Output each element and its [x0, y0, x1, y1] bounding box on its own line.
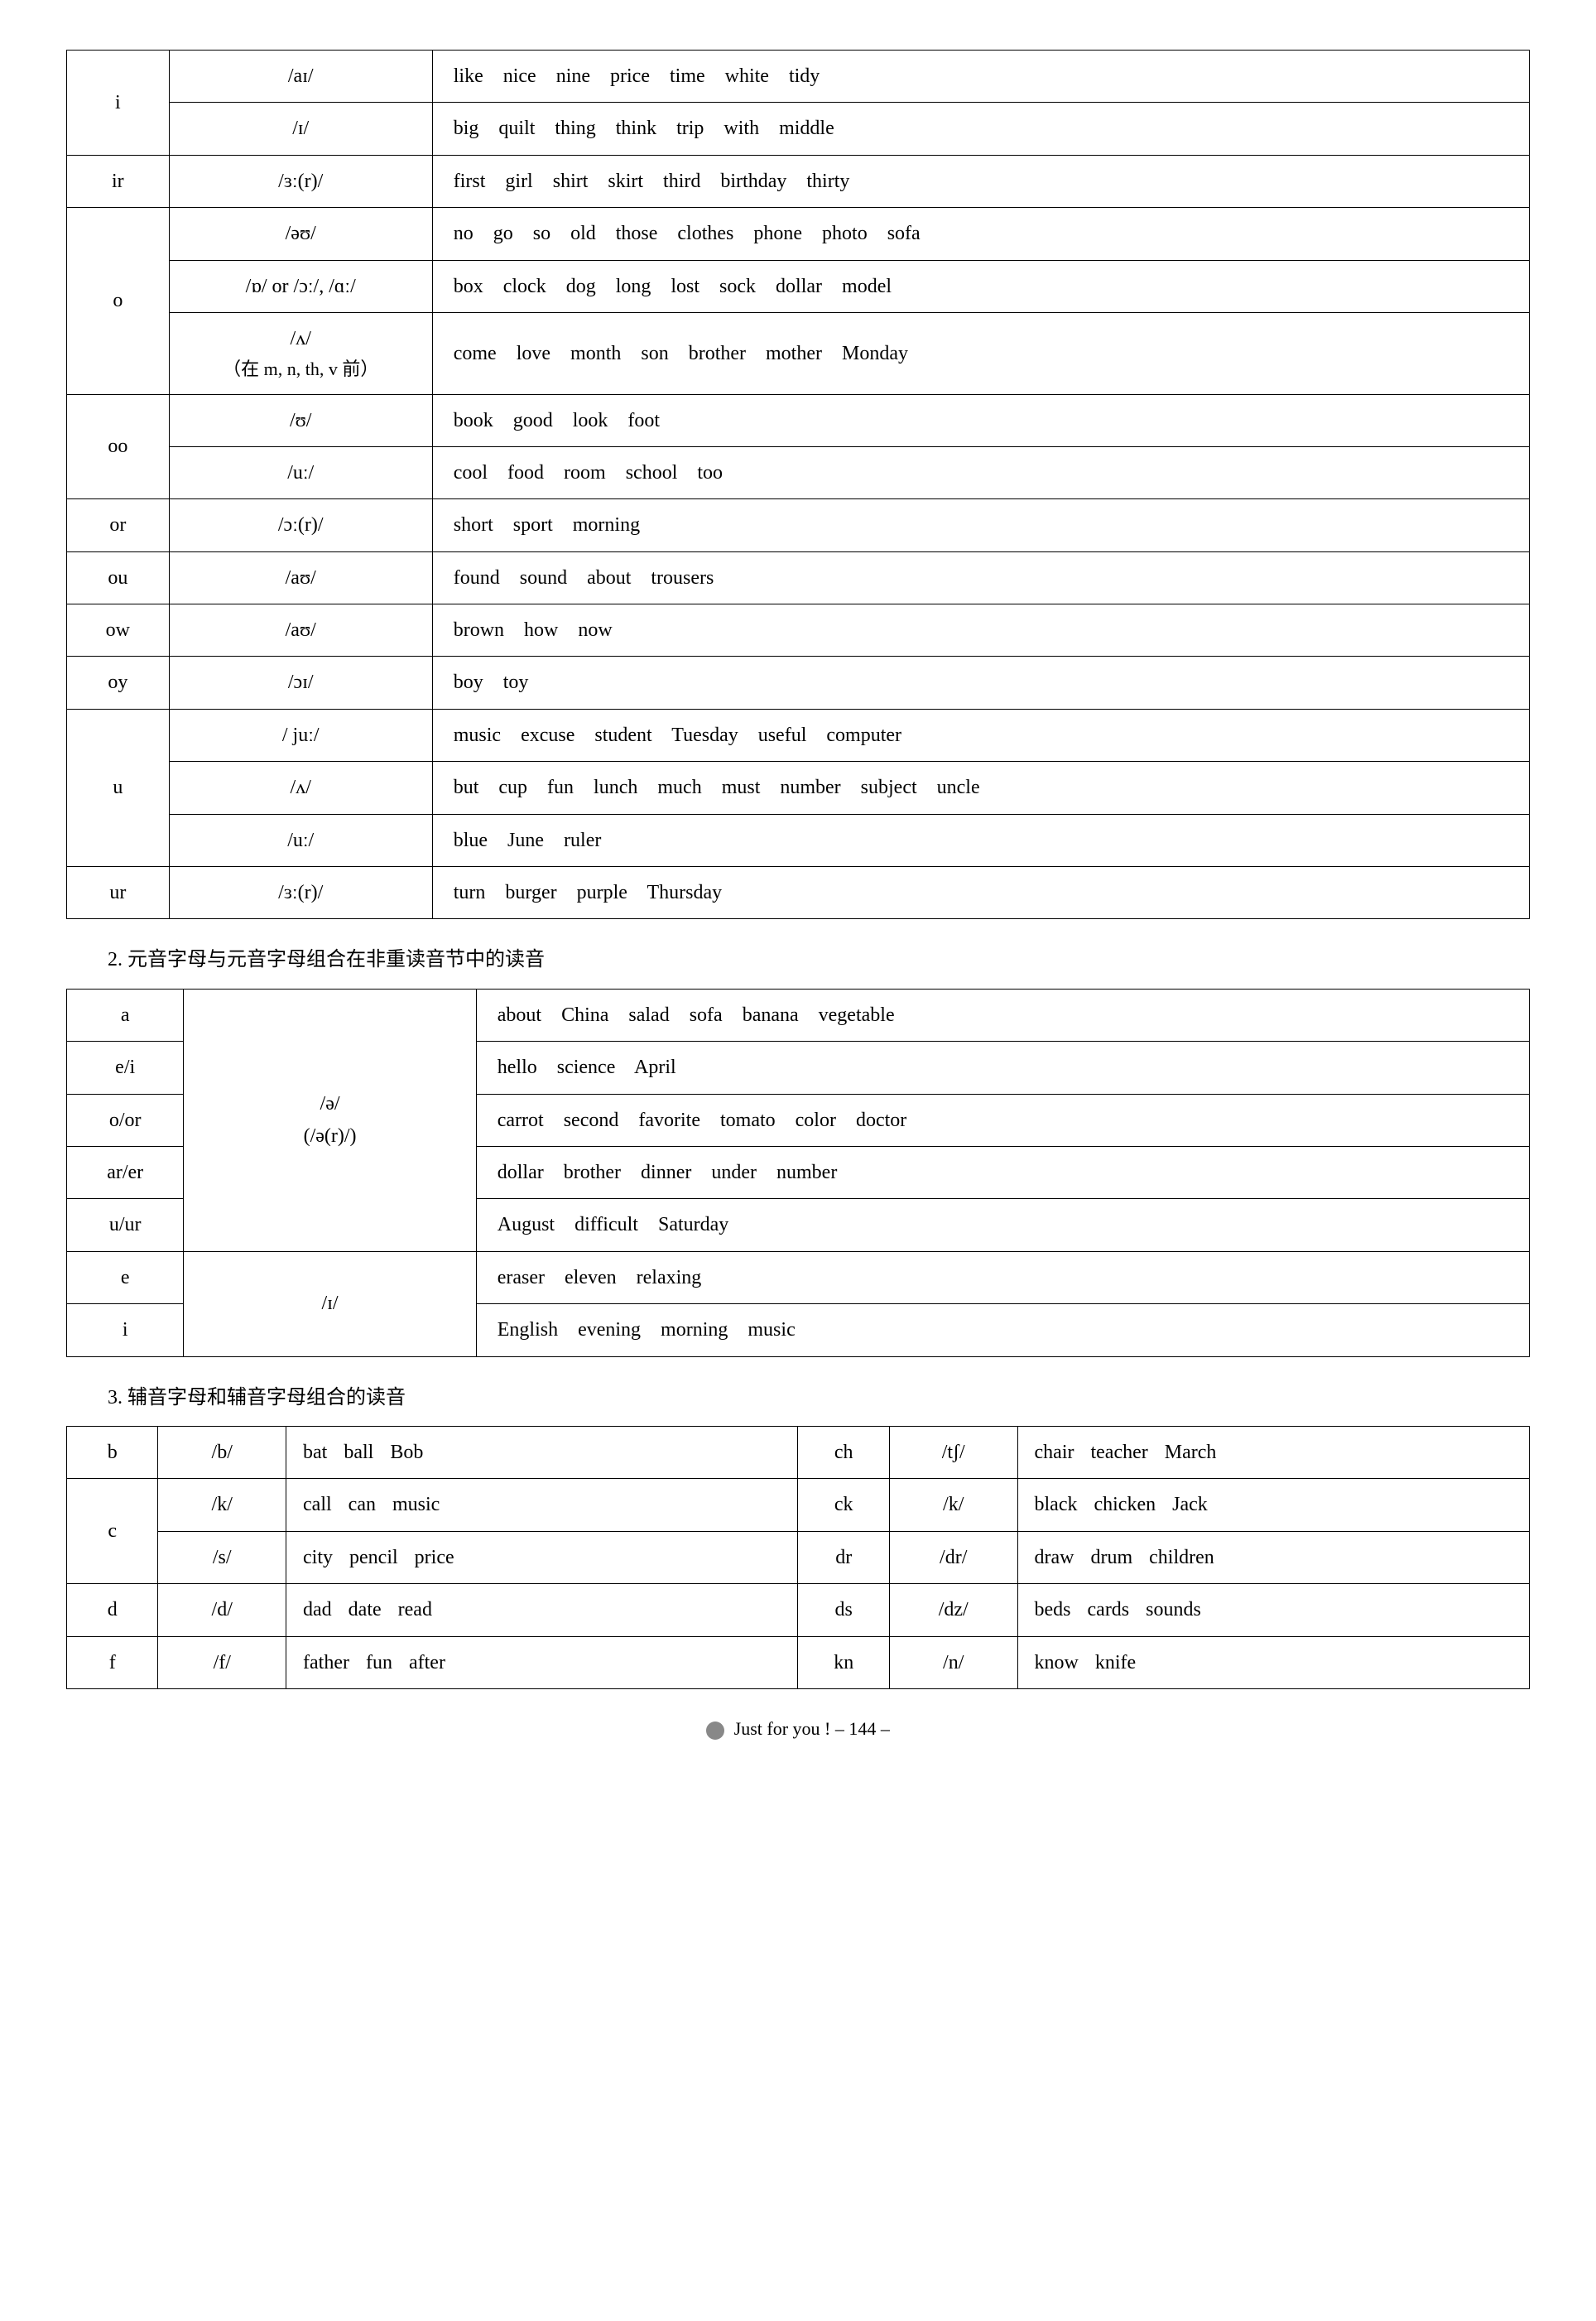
table-vowel-stressed: i/aɪ/like nice nine price time white tid… — [66, 50, 1530, 919]
table-row-sound: /aʊ/ — [169, 551, 432, 604]
table-row-words: English evening morning music — [476, 1304, 1529, 1356]
table-row-sound: /ɒ/ or /ɔː/, /ɑː/ — [169, 260, 432, 312]
table-row-words: blue June ruler — [432, 814, 1529, 866]
table-row-words: beds cards sounds — [1017, 1584, 1529, 1636]
table-row-letter: a — [67, 989, 184, 1041]
table-row-sound: /uː/ — [169, 814, 432, 866]
table-row-sound: /ɜː(r)/ — [169, 155, 432, 207]
table-row-words: book good look foot — [432, 394, 1529, 446]
table-row-sound: /dr/ — [889, 1531, 1017, 1583]
footer-icon — [706, 1721, 724, 1740]
table-row-letter: o/or — [67, 1094, 184, 1146]
table-row-words: August difficult Saturday — [476, 1199, 1529, 1251]
table-row-sound: /dz/ — [889, 1584, 1017, 1636]
table-row-letter: b — [67, 1426, 158, 1478]
table-row-letter: i — [67, 51, 170, 156]
table-row-words: found sound about trousers — [432, 551, 1529, 604]
table-row-sound: /ʌ/（在 m, n, th, v 前） — [169, 312, 432, 394]
table-row-sound: /f/ — [158, 1636, 286, 1688]
table-row-words: about China salad sofa banana vegetable — [476, 989, 1529, 1041]
table-row-letter: kn — [798, 1636, 889, 1688]
table-row-letter: ur — [67, 867, 170, 919]
table-row-sound: /aʊ/ — [169, 604, 432, 657]
table-row-words: father fun after — [286, 1636, 798, 1688]
table-row-words: short sport morning — [432, 499, 1529, 551]
table-row-words: come love month son brother mother Monda… — [432, 312, 1529, 394]
table-row-letter: o — [67, 208, 170, 394]
table-row-sound: /k/ — [158, 1479, 286, 1531]
table-row-sound: /aɪ/ — [169, 51, 432, 103]
table-row-words: first girl shirt skirt third birthday th… — [432, 155, 1529, 207]
table-row-sound: /k/ — [889, 1479, 1017, 1531]
table-row-sound: /ʌ/ — [169, 762, 432, 814]
table-row-sound: /uː/ — [169, 446, 432, 498]
table-row-sound: /ɜː(r)/ — [169, 867, 432, 919]
table-row-words: hello science April — [476, 1042, 1529, 1094]
table-row-letter: e/i — [67, 1042, 184, 1094]
table-row-letter: ar/er — [67, 1147, 184, 1199]
table-row-words: turn burger purple Thursday — [432, 867, 1529, 919]
table-row-sound: /ɪ/ — [169, 103, 432, 155]
table-row-letter: f — [67, 1636, 158, 1688]
table-row-sound: /əʊ/ — [169, 208, 432, 260]
table-row-sound: /ɔː(r)/ — [169, 499, 432, 551]
table-row-letter: ir — [67, 155, 170, 207]
table-row-letter: ou — [67, 551, 170, 604]
section-3-title: 3. 辅音字母和辅音字母组合的读音 — [108, 1382, 1530, 1413]
table-row-words: eraser eleven relaxing — [476, 1251, 1529, 1303]
table-row-sound: /ɪ/ — [184, 1251, 476, 1356]
table-row-letter: oo — [67, 394, 170, 499]
table-row-words: black chicken Jack — [1017, 1479, 1529, 1531]
table-row-sound: /n/ — [889, 1636, 1017, 1688]
table-row-letter: ow — [67, 604, 170, 657]
section-2-title: 2. 元音字母与元音字母组合在非重读音节中的读音 — [108, 944, 1530, 975]
table-row-letter: i — [67, 1304, 184, 1356]
table-row-words: cool food room school too — [432, 446, 1529, 498]
table-row-words: brown how now — [432, 604, 1529, 657]
table-row-sound: /ə/(/ə(r)/) — [184, 989, 476, 1251]
table-row-words: carrot second favorite tomato color doct… — [476, 1094, 1529, 1146]
table-row-letter: u — [67, 709, 170, 866]
table-row-words: draw drum children — [1017, 1531, 1529, 1583]
table-row-words: call can music — [286, 1479, 798, 1531]
table-row-letter: ck — [798, 1479, 889, 1531]
table-row-letter: e — [67, 1251, 184, 1303]
table-row-words: boy toy — [432, 657, 1529, 709]
table-row-words: big quilt thing think trip with middle — [432, 103, 1529, 155]
table-row-letter: or — [67, 499, 170, 551]
table-row-sound: /d/ — [158, 1584, 286, 1636]
table-vowel-unstressed: a/ə/(/ə(r)/)about China salad sofa banan… — [66, 989, 1530, 1357]
table-row-sound: /ʊ/ — [169, 394, 432, 446]
table-row-sound: /tʃ/ — [889, 1426, 1017, 1478]
table-row-sound: / juː/ — [169, 709, 432, 761]
table-row-words: no go so old those clothes phone photo s… — [432, 208, 1529, 260]
table-row-words: city pencil price — [286, 1531, 798, 1583]
table-row-words: know knife — [1017, 1636, 1529, 1688]
table-row-letter: c — [67, 1479, 158, 1584]
table-row-sound: /ɔɪ/ — [169, 657, 432, 709]
table-row-letter: ch — [798, 1426, 889, 1478]
table-row-letter: oy — [67, 657, 170, 709]
table-row-words: dollar brother dinner under number — [476, 1147, 1529, 1199]
table-row-letter: ds — [798, 1584, 889, 1636]
table-row-words: box clock dog long lost sock dollar mode… — [432, 260, 1529, 312]
page-footer: Just for you ! – 144 – — [66, 1714, 1530, 1743]
table-row-words: like nice nine price time white tidy — [432, 51, 1529, 103]
table-row-sound: /s/ — [158, 1531, 286, 1583]
table-row-sound: /b/ — [158, 1426, 286, 1478]
table-row-words: chair teacher March — [1017, 1426, 1529, 1478]
table-row-words: bat ball Bob — [286, 1426, 798, 1478]
table-row-letter: u/ur — [67, 1199, 184, 1251]
table-row-words: dad date read — [286, 1584, 798, 1636]
table-row-letter: dr — [798, 1531, 889, 1583]
table-row-letter: d — [67, 1584, 158, 1636]
table-row-words: music excuse student Tuesday useful comp… — [432, 709, 1529, 761]
table-consonants: b/b/bat ball Bobch/tʃ/chair teacher Marc… — [66, 1426, 1530, 1689]
footer-text: Just for you ! — [734, 1718, 831, 1739]
footer-page: – 144 – — [835, 1718, 890, 1739]
table-row-words: but cup fun lunch much must number subje… — [432, 762, 1529, 814]
